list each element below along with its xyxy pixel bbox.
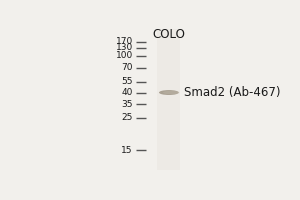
Text: COLO: COLO	[152, 28, 185, 41]
Text: 70: 70	[121, 63, 133, 72]
Text: 170: 170	[116, 37, 133, 46]
Text: 130: 130	[116, 43, 133, 52]
Bar	[157, 29, 181, 170]
Ellipse shape	[163, 91, 179, 94]
Ellipse shape	[159, 90, 179, 95]
Text: 15: 15	[121, 146, 133, 155]
Text: 55: 55	[121, 77, 133, 86]
Text: 25: 25	[122, 113, 133, 122]
Text: 100: 100	[116, 51, 133, 60]
Text: 40: 40	[122, 88, 133, 97]
Text: Smad2 (Ab-467): Smad2 (Ab-467)	[184, 86, 280, 99]
Text: 35: 35	[121, 100, 133, 109]
